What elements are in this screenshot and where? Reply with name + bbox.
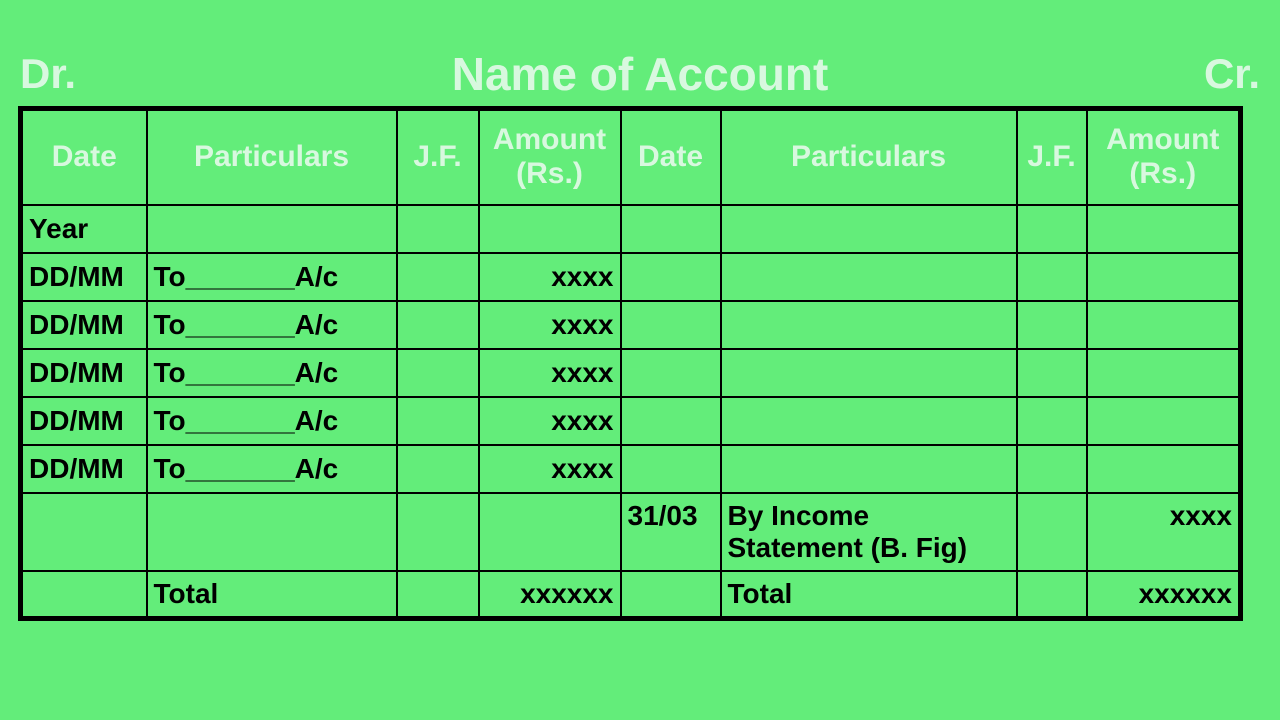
amount-cell: xxxx (479, 301, 621, 349)
credit-total-label: Total (721, 571, 1017, 619)
amount-cell: xxxx (479, 397, 621, 445)
header-row: Dr. Name of Account Cr. (20, 50, 1260, 98)
table-row: DD/MM To_______A/c xxxx (21, 349, 1241, 397)
credit-jf-cell (1017, 493, 1087, 571)
credit-date-cell: 31/03 (621, 493, 721, 571)
amount-cell: xxxx (479, 253, 621, 301)
credit-amount-cell: xxxx (1087, 493, 1241, 571)
year-row: Year (21, 205, 1241, 253)
col-header-particulars-cr: Particulars (721, 109, 1017, 205)
credit-entry-row: 31/03 By Income Statement (B. Fig) xxxx (21, 493, 1241, 571)
date-cell: DD/MM (21, 301, 147, 349)
col-header-jf-cr: J.F. (1017, 109, 1087, 205)
particulars-cell: To_______A/c (147, 397, 397, 445)
jf-cell (397, 397, 479, 445)
cr-label: Cr. (1204, 50, 1260, 98)
particulars-cell: To_______A/c (147, 301, 397, 349)
table-row: DD/MM To_______A/c xxxx (21, 301, 1241, 349)
ledger-table: Date Particulars J.F. Amount (Rs.) Date … (18, 106, 1243, 621)
header-row: Date Particulars J.F. Amount (Rs.) Date … (21, 109, 1241, 205)
table-row: DD/MM To_______A/c xxxx (21, 397, 1241, 445)
amount-cell: xxxx (479, 445, 621, 493)
col-header-jf-dr: J.F. (397, 109, 479, 205)
dr-label: Dr. (20, 50, 76, 98)
table-row: DD/MM To_______A/c xxxx (21, 445, 1241, 493)
jf-cell (397, 349, 479, 397)
particulars-cell: To_______A/c (147, 445, 397, 493)
date-cell: DD/MM (21, 445, 147, 493)
debit-total-amount: xxxxxx (479, 571, 621, 619)
account-title: Name of Account (452, 47, 829, 101)
debit-total-label: Total (147, 571, 397, 619)
date-cell: DD/MM (21, 253, 147, 301)
col-header-amount-dr: Amount (Rs.) (479, 109, 621, 205)
col-header-date-dr: Date (21, 109, 147, 205)
credit-particulars-cell: By Income Statement (B. Fig) (721, 493, 1017, 571)
col-header-particulars-dr: Particulars (147, 109, 397, 205)
particulars-cell: To_______A/c (147, 349, 397, 397)
date-cell: DD/MM (21, 349, 147, 397)
totals-row: Total xxxxxx Total xxxxxx (21, 571, 1241, 619)
particulars-cell: To_______A/c (147, 253, 397, 301)
date-cell: DD/MM (21, 397, 147, 445)
col-header-date-cr: Date (621, 109, 721, 205)
amount-cell: xxxx (479, 349, 621, 397)
jf-cell (397, 301, 479, 349)
credit-total-amount: xxxxxx (1087, 571, 1241, 619)
jf-cell (397, 445, 479, 493)
table-row: DD/MM To_______A/c xxxx (21, 253, 1241, 301)
col-header-amount-cr: Amount (Rs.) (1087, 109, 1241, 205)
jf-cell (397, 253, 479, 301)
year-cell: Year (21, 205, 147, 253)
